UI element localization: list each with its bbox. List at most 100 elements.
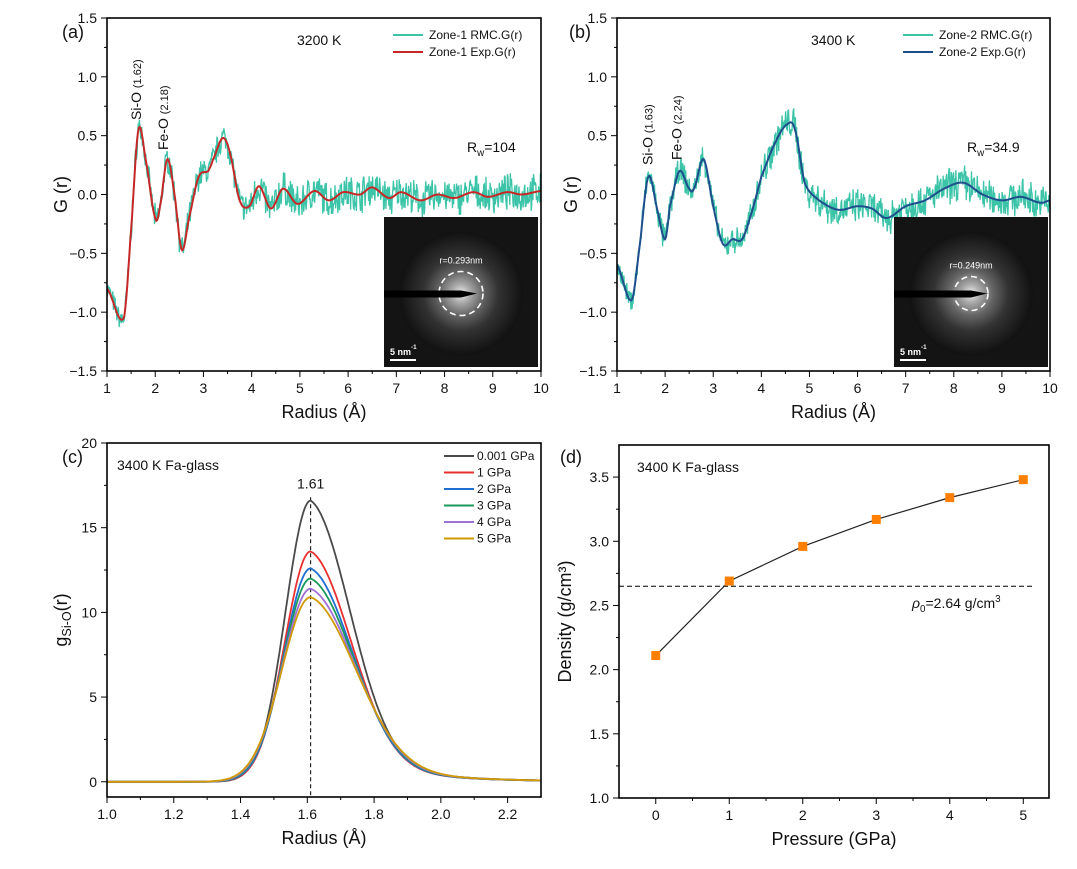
x-tick-label: 2 [661, 380, 669, 396]
x-tick-label: 4 [946, 807, 954, 823]
y-tick-label: 3.0 [590, 533, 610, 549]
panel-label: (d) [560, 447, 582, 467]
x-tick-label: 2 [799, 807, 807, 823]
y-tick-label: 20 [81, 435, 97, 451]
panel-c: (c) 1.0 1.2 1.4 1.6 1.8 2.0 2.2 0 5 10 15 20 Radius (… [51, 435, 542, 848]
diffraction-inset: r=0.293nm 5 nm-1 [384, 217, 538, 367]
series-line [107, 587, 541, 783]
x-tick-label: 9 [998, 380, 1006, 396]
x-tick-label: 10 [1042, 380, 1058, 396]
y-tick-label: 0.0 [588, 187, 608, 203]
peak-label: Fe-O (2.18) [155, 85, 171, 150]
temperature-label: 3200 K [297, 32, 342, 48]
x-tick-label: 4 [248, 380, 256, 396]
y-tick-label: −0.5 [69, 245, 97, 261]
data-point [724, 576, 734, 586]
x-tick-label: 9 [489, 380, 497, 396]
series-exp-line [617, 121, 1050, 302]
legend-label: 4 GPa [477, 515, 511, 529]
panel-label: (a) [62, 22, 84, 42]
scale-bar-label: 5 nm-1 [900, 344, 927, 357]
series-rmc-line [107, 119, 541, 328]
y-tick-label: 2.0 [590, 662, 610, 678]
rw-label: Rw=34.9 [967, 139, 1020, 159]
peak-label: Fe-O (2.24) [669, 95, 685, 160]
peak-label: Si-O (1.63) [639, 104, 655, 165]
x-tick-label: 2.0 [431, 806, 451, 822]
legend-label: 2 GPa [477, 482, 511, 496]
scale-bar-label: 5 nm-1 [390, 344, 417, 357]
data-point [945, 493, 955, 503]
y-tick-label: −1.0 [579, 304, 607, 320]
y-tick-label: 1.5 [588, 10, 608, 26]
panel-a: (a) 1 2 3 4 5 6 7 8 9 10 −1.5 −1.0 −0.5 0.0 0.5 1.0 1.5 Ra… [51, 10, 549, 422]
series-line [107, 596, 541, 783]
x-tick-label: 8 [950, 380, 958, 396]
y-axis-label: G (r) [51, 176, 71, 213]
y-tick-label: 1.0 [78, 69, 98, 85]
y-axis-label: G (r) [561, 176, 581, 213]
x-tick-label: 7 [902, 380, 910, 396]
panel-d: (d) 0 1 2 3 4 5 1.0 1.5 2.0 2.5 3.0 3.5 Pressure (GPa… [555, 444, 1050, 849]
x-tick-label: 8 [441, 380, 449, 396]
legend-label: Zone-1 RMC.G(r) [429, 28, 522, 42]
y-tick-label: 1.0 [590, 790, 610, 806]
panel-title-label: 3400 K Fa-glass [637, 459, 739, 475]
panel-label: (b) [569, 22, 591, 42]
x-tick-label: 7 [392, 380, 400, 396]
legend-label: Zone-2 RMC.G(r) [939, 28, 1032, 42]
x-tick-label: 5 [296, 380, 304, 396]
x-tick-label: 3 [200, 380, 208, 396]
data-point [871, 514, 881, 524]
legend-label: 1 GPa [477, 466, 511, 480]
y-tick-label: 0.0 [78, 187, 98, 203]
legend-label: 0.001 GPa [477, 449, 535, 463]
legend-label: 5 GPa [477, 532, 511, 546]
x-tick-label: 1 [725, 807, 733, 823]
x-tick-label: 2 [151, 380, 159, 396]
y-tick-label: 15 [81, 520, 97, 536]
x-tick-label: 2.2 [498, 806, 518, 822]
ring-label: r=0.293nm [439, 256, 482, 266]
x-tick-label: 10 [533, 380, 549, 396]
panel-label: (c) [62, 447, 83, 467]
data-point [798, 541, 808, 551]
y-tick-label: 5 [89, 689, 97, 705]
x-axis-label: Radius (Å) [281, 828, 366, 848]
diffraction-inset: r=0.249nm 5 nm-1 [894, 217, 1048, 367]
plot-frame [618, 444, 1050, 799]
x-tick-label: 5 [806, 380, 814, 396]
plot-frame [106, 442, 542, 798]
ring-label: r=0.249nm [949, 261, 992, 271]
plot-frame [616, 17, 1051, 372]
y-tick-label: 1.5 [78, 10, 98, 26]
plot-area [107, 497, 541, 797]
x-axis-label: Radius (Å) [791, 402, 876, 422]
panel-title-label: 3400 K Fa-glass [117, 457, 219, 473]
rw-label: Rw=104 [467, 139, 516, 159]
series-line [655, 479, 1024, 656]
series-exp-line [107, 125, 541, 321]
y-axis-label: Density (g/cm³) [555, 560, 575, 682]
x-tick-label: 3 [872, 807, 880, 823]
ring-marker [438, 270, 484, 317]
series-line [107, 499, 541, 783]
y-tick-label: 0 [89, 774, 97, 790]
plot-area [617, 108, 1050, 310]
y-tick-label: −1.0 [69, 304, 97, 320]
plot-area [107, 119, 541, 328]
x-tick-label: 0 [652, 807, 660, 823]
x-tick-label: 1 [103, 380, 111, 396]
y-axis-label: gSi-O(r) [51, 593, 74, 646]
y-tick-label: 0.5 [588, 128, 608, 144]
x-tick-label: 1.8 [364, 806, 384, 822]
plot-frame [106, 17, 542, 372]
y-tick-label: 2.5 [590, 597, 610, 613]
x-tick-label: 1.0 [97, 806, 117, 822]
legend-label: Zone-1 Exp.G(r) [429, 45, 516, 59]
temperature-label: 3400 K [811, 32, 856, 48]
x-tick-label: 4 [757, 380, 765, 396]
plot-area [619, 479, 1033, 656]
beam-stop [384, 290, 477, 298]
x-tick-label: 3 [709, 380, 717, 396]
